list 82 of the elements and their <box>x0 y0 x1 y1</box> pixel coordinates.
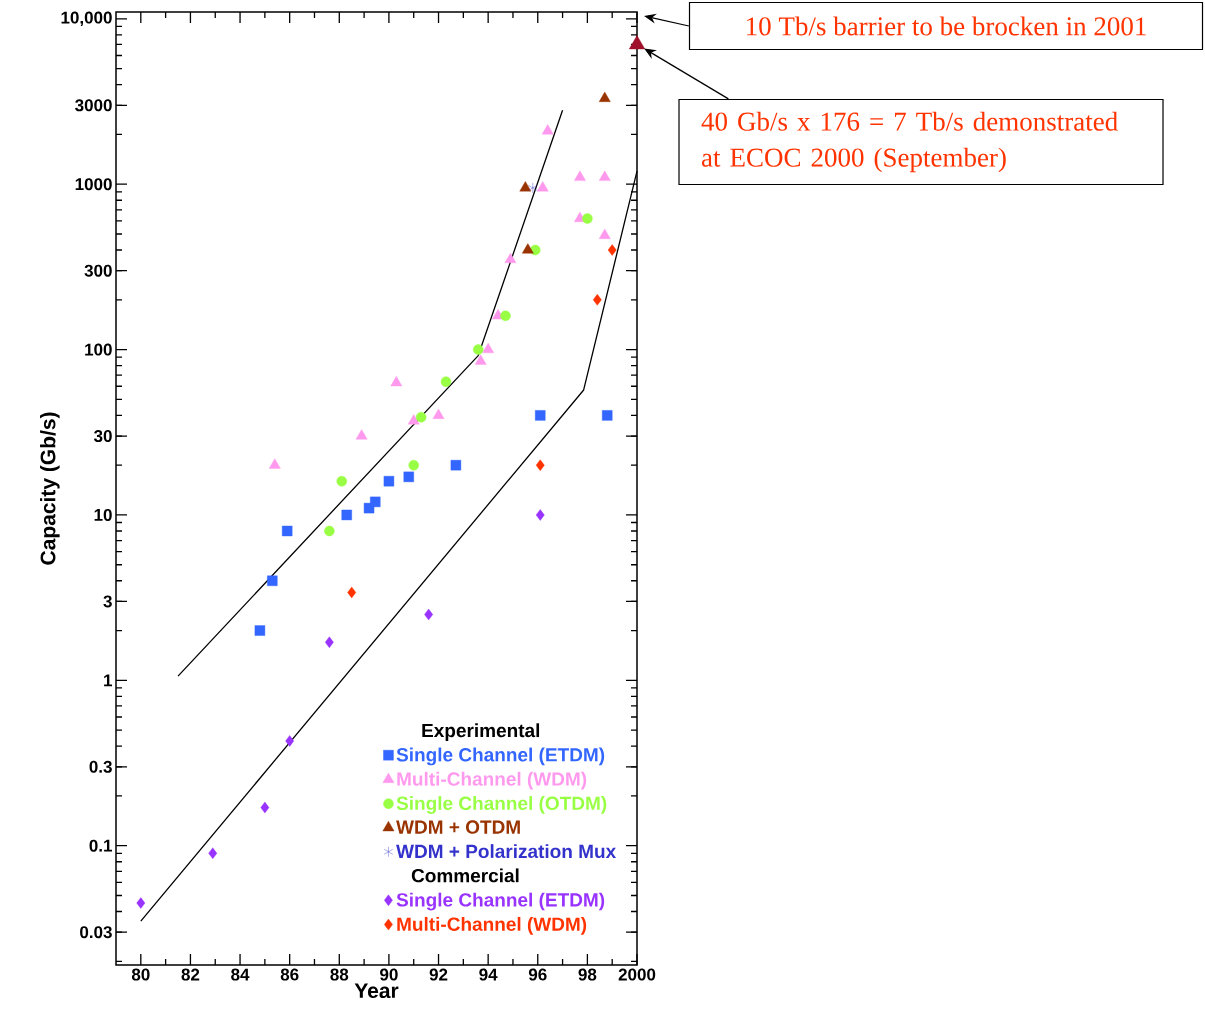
point <box>535 509 545 521</box>
point <box>267 575 278 586</box>
point <box>432 408 445 419</box>
point <box>390 376 403 387</box>
point <box>260 801 270 814</box>
point <box>208 847 218 859</box>
text: 40 Gb/s x 176 = 7 Tb/s demonstrated at ECOC 2000 (September) <box>701 111 1118 173</box>
point <box>607 244 617 256</box>
x-tick-label: 98 <box>578 968 597 981</box>
legend-label: WDM + Polarization Mux <box>396 844 617 859</box>
point <box>268 458 281 469</box>
x-axis-title: Year <box>354 983 399 999</box>
x-tick-label: 84 <box>231 968 250 981</box>
point <box>629 35 645 50</box>
point <box>440 376 452 387</box>
point <box>598 228 611 239</box>
text: 10 Tb/s barrier to be brocken in 2001 <box>747 16 1146 36</box>
point <box>324 525 335 537</box>
point <box>574 170 586 181</box>
point <box>536 181 549 192</box>
x-tick-label: 90 <box>380 968 398 981</box>
y-tick-label: 0.3 <box>89 760 112 773</box>
point <box>281 525 293 537</box>
point <box>336 476 347 487</box>
point <box>355 429 368 440</box>
y-tick-label: 10 <box>94 508 112 521</box>
y-tick-label: 0.03 <box>80 926 112 939</box>
point <box>535 410 546 421</box>
y-tick-label: 30 <box>93 430 112 443</box>
legend-title: Experimental <box>422 723 540 741</box>
point <box>598 91 611 102</box>
point <box>450 459 462 471</box>
legend-label: Single Channel (ETDM) <box>396 747 605 766</box>
point <box>383 476 395 487</box>
point <box>528 182 538 194</box>
y-tick-label: 3 <box>103 595 112 608</box>
x-tick-label: 80 <box>131 968 150 981</box>
point <box>473 344 484 355</box>
point <box>522 243 534 254</box>
point <box>474 354 487 365</box>
point <box>254 625 266 636</box>
x-tick-label: 94 <box>479 968 498 981</box>
y-tick-label: 0.1 <box>89 839 112 852</box>
point <box>407 414 420 425</box>
point <box>482 342 494 354</box>
x-tick-label: 86 <box>280 968 299 981</box>
point <box>408 459 419 471</box>
x-tick-label: 88 <box>330 968 349 981</box>
x-tick-label: 96 <box>528 968 547 981</box>
point <box>415 412 427 423</box>
y-tick-label: 300 <box>84 264 112 277</box>
annotation: Commercial <box>411 868 519 883</box>
y-tick-label: 1 <box>104 674 112 687</box>
legend-label: Single Channel (OTDM) <box>396 796 607 814</box>
point <box>500 310 511 322</box>
y-tick-label: 3000 <box>75 99 112 112</box>
legend-label: Multi-Channel (WDM) <box>397 916 587 935</box>
point <box>504 252 517 264</box>
point <box>602 410 613 421</box>
x-tick-label: 2000 <box>618 968 656 981</box>
x-tick-label: 82 <box>181 968 200 981</box>
point <box>598 170 611 181</box>
point <box>519 181 532 192</box>
x-tick-label: 92 <box>429 968 448 981</box>
y-tick-label: 100 <box>85 343 112 356</box>
point <box>592 294 602 306</box>
point <box>403 471 414 483</box>
y-axis-title: Capacity (Gb/s) <box>40 412 60 565</box>
point <box>582 213 593 224</box>
legend-label: Multi-Channel (WDM) <box>397 771 587 790</box>
point <box>541 124 554 135</box>
point <box>325 636 334 648</box>
point <box>341 509 352 521</box>
legend-label: Single Channel (ETDM) <box>396 892 605 911</box>
point <box>285 735 294 747</box>
legend-label: WDM + OTDM <box>396 820 520 834</box>
y-tick-label: 1000 <box>75 178 112 191</box>
point <box>347 586 357 599</box>
point <box>535 459 545 471</box>
point <box>370 496 381 508</box>
point <box>136 897 146 909</box>
y-tick-label: 10,000 <box>61 11 112 27</box>
